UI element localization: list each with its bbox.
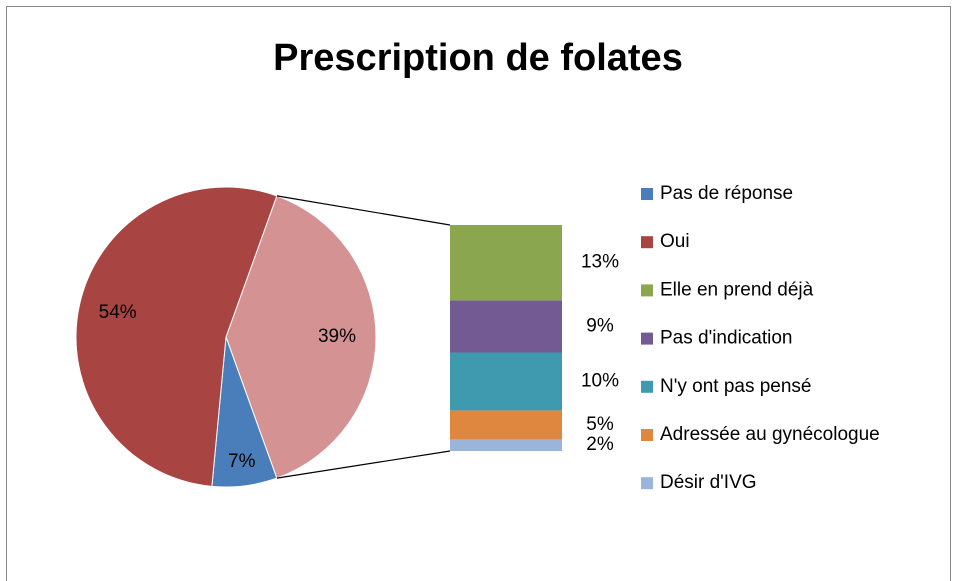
legend-label: Pas de réponse bbox=[660, 183, 793, 204]
pie-slice bbox=[75, 186, 278, 487]
legend-swatch bbox=[641, 236, 653, 249]
legend-label: Elle en prend déjà bbox=[660, 279, 814, 300]
data-label: 5% bbox=[586, 414, 614, 435]
legend-label: Désir d'IVG bbox=[660, 472, 757, 493]
data-label: 7% bbox=[228, 451, 256, 472]
bar-segment bbox=[450, 300, 562, 353]
data-label: 13% bbox=[581, 252, 619, 273]
data-label: 2% bbox=[586, 434, 614, 455]
chart-title: Prescription de folates bbox=[273, 37, 683, 79]
connector-line bbox=[276, 450, 451, 479]
bar-segment bbox=[450, 352, 562, 411]
data-label: 9% bbox=[586, 315, 614, 336]
bar-segment bbox=[450, 225, 562, 301]
legend-swatch bbox=[641, 429, 653, 441]
bar-segment bbox=[450, 439, 562, 451]
bar-segment bbox=[450, 410, 562, 440]
data-label: 54% bbox=[99, 302, 137, 323]
data-label: 10% bbox=[581, 370, 619, 391]
legend-swatch bbox=[641, 332, 653, 345]
legend-swatch bbox=[641, 188, 653, 200]
legend-swatch bbox=[641, 477, 653, 490]
legend-label: N'y ont pas pensé bbox=[660, 376, 812, 397]
legend-label: Pas d'indication bbox=[660, 328, 793, 349]
legend-label: Oui bbox=[660, 231, 690, 252]
pie-slice bbox=[225, 195, 377, 479]
legend-swatch bbox=[641, 380, 653, 393]
connector-line bbox=[276, 195, 451, 226]
legend-swatch bbox=[641, 284, 653, 297]
data-label: 39% bbox=[318, 326, 356, 347]
legend-label: Adressée au gynécologue bbox=[660, 424, 880, 445]
